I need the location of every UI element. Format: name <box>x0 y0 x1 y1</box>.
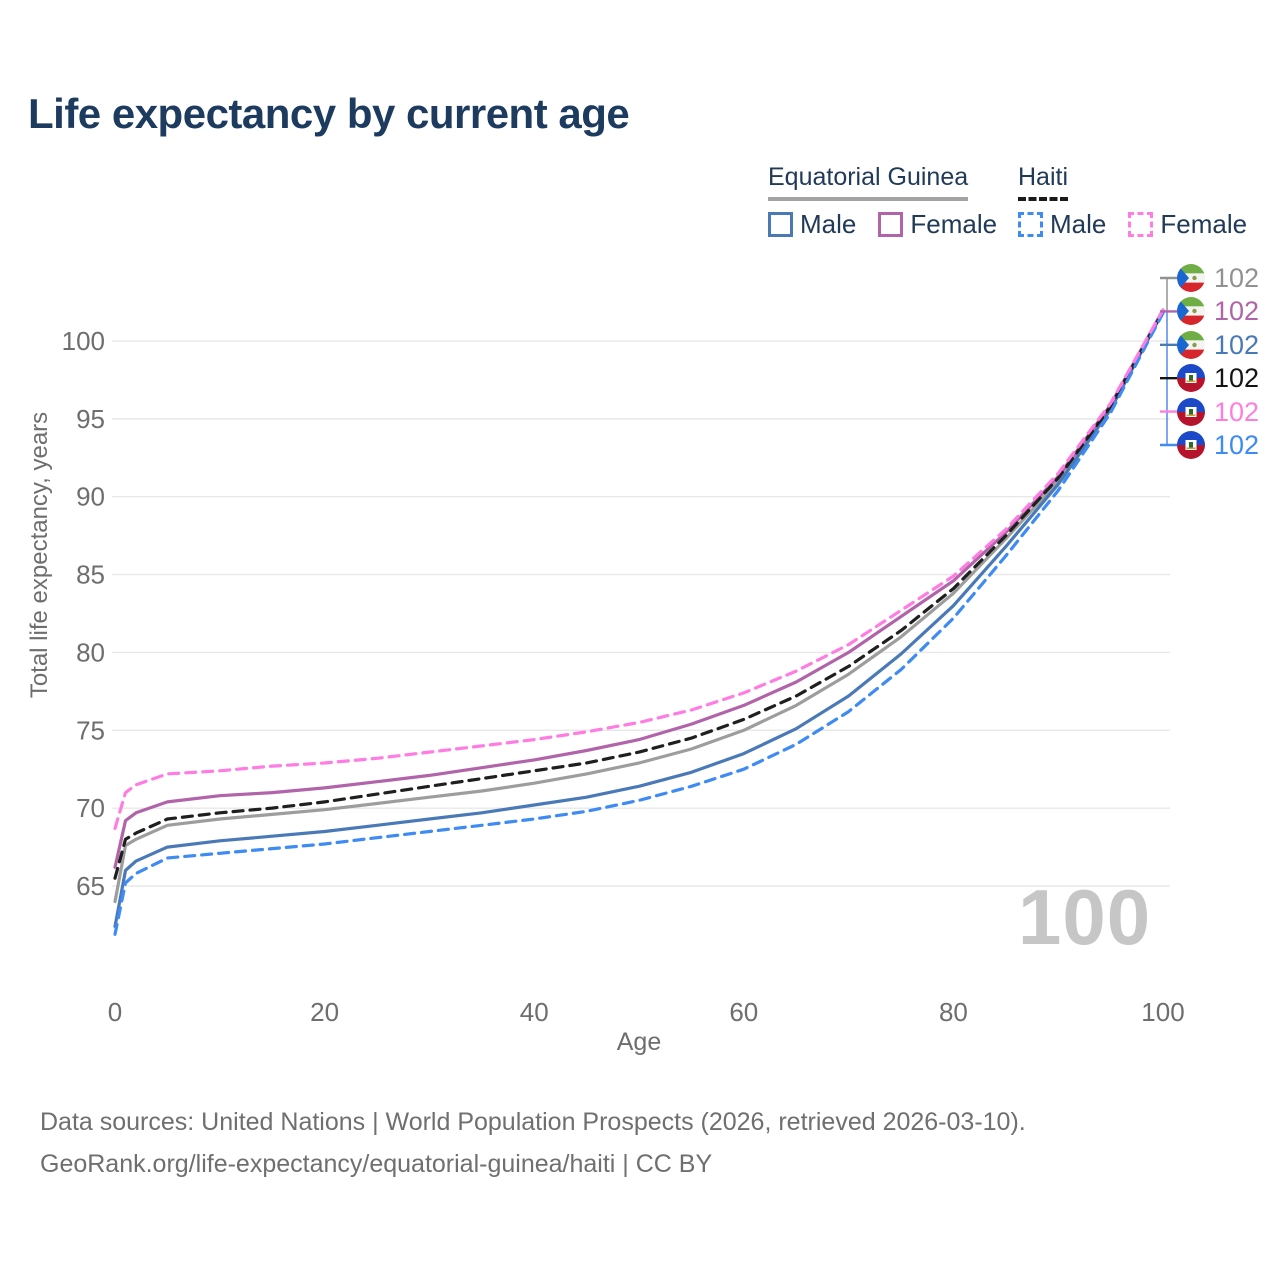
age-watermark: 100 <box>1018 873 1152 961</box>
haiti-flag-icon <box>1177 431 1205 459</box>
series-line-haiti-both-sexes[interactable] <box>113 309 1165 880</box>
x-tick-label: 0 <box>108 997 122 1027</box>
end-value: 102 <box>1214 296 1260 327</box>
end-label-haiti-both-sexes[interactable]: 102 <box>1177 363 1259 393</box>
legend-label: Female <box>1160 209 1248 239</box>
equatorial-guinea-flag-icon <box>1177 297 1205 326</box>
series-line-equatorial-guinea-female[interactable] <box>113 308 1165 869</box>
legend-item-eg-female[interactable]: Female <box>878 209 997 240</box>
x-tick-label: 40 <box>520 997 549 1027</box>
y-tick-label: 100 <box>62 326 105 356</box>
y-tick-label: 70 <box>76 793 105 823</box>
haiti-flag-icon <box>1177 397 1205 426</box>
end-label-haiti-male[interactable]: 102 <box>1177 430 1259 460</box>
data-source-note: Data sources: United Nations | World Pop… <box>40 1108 1026 1136</box>
end-label-equatorial-guinea-both-sexes[interactable]: 102 <box>1177 263 1259 293</box>
eg-male-swatch-icon <box>768 212 793 237</box>
eg-female-swatch-icon <box>878 212 904 237</box>
legend-label: Male <box>800 209 857 239</box>
legend-country-haiti[interactable]: Haiti <box>1018 163 1069 201</box>
end-value: 102 <box>1214 329 1260 360</box>
legend-group-haiti: Haiti Male Female <box>1018 163 1247 240</box>
legend-item-haiti-male[interactable]: Male <box>1018 209 1106 240</box>
end-value: 102 <box>1214 430 1260 460</box>
x-tick-label: 80 <box>939 997 968 1027</box>
legend-group-equatorial-guinea: Equatorial Guinea Male Female <box>768 163 997 240</box>
series-line-haiti-female[interactable] <box>113 308 1165 831</box>
legend-item-eg-male[interactable]: Male <box>768 209 856 240</box>
end-value: 102 <box>1214 396 1260 427</box>
legend-label: Male <box>1050 209 1107 239</box>
y-axis-title: Total life expectancy, years <box>26 411 53 699</box>
end-label-equatorial-guinea-male[interactable]: 102 <box>1177 330 1259 360</box>
x-tick-label: 100 <box>1141 997 1184 1027</box>
x-tick-label: 20 <box>310 997 339 1027</box>
haiti-male-swatch-icon <box>1018 212 1043 237</box>
page-title: Life expectancy by current age <box>28 90 630 137</box>
end-value: 102 <box>1214 263 1260 293</box>
series-line-equatorial-guinea-both-sexes[interactable] <box>113 309 1165 904</box>
equatorial-guinea-flag-icon <box>1177 264 1205 292</box>
end-label-equatorial-guinea-female[interactable]: 102 <box>1177 296 1259 326</box>
x-axis-title: Age <box>616 1028 662 1056</box>
equatorial-guinea-flag-icon <box>1177 330 1205 359</box>
series-line-haiti-male[interactable] <box>113 311 1165 936</box>
legend-label: Female <box>910 209 998 239</box>
haiti-female-swatch-icon <box>1128 212 1154 237</box>
y-tick-label: 90 <box>76 482 105 512</box>
x-tick-label: 60 <box>729 997 758 1027</box>
haiti-flag-icon <box>1177 364 1205 393</box>
legend-country-equatorial-guinea[interactable]: Equatorial Guinea <box>768 163 969 201</box>
attribution-note: GeoRank.org/life-expectancy/equatorial-g… <box>40 1150 713 1178</box>
legend-item-haiti-female[interactable]: Female <box>1128 209 1247 240</box>
end-value: 102 <box>1214 363 1260 394</box>
y-tick-label: 85 <box>76 560 105 590</box>
series-line-equatorial-guinea-male[interactable] <box>113 309 1165 929</box>
end-label-haiti-female[interactable]: 102 <box>1177 397 1259 427</box>
y-tick-label: 95 <box>76 404 105 434</box>
y-tick-label: 80 <box>76 637 105 667</box>
y-tick-label: 65 <box>76 871 105 901</box>
y-tick-label: 75 <box>76 715 105 745</box>
